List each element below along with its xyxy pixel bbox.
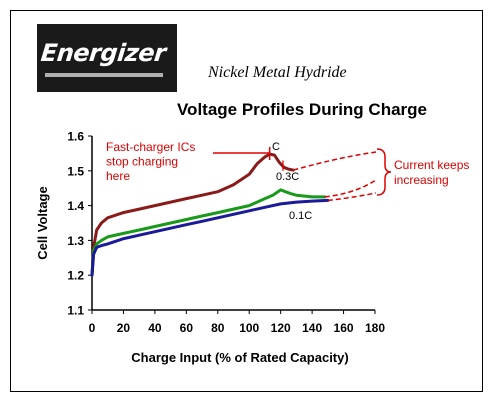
y-tick-label: 1.5 — [67, 164, 84, 178]
chemistry-label: Nickel Metal Hydride — [208, 64, 347, 81]
axes — [91, 136, 375, 311]
data-point — [91, 274, 93, 276]
data-point — [280, 189, 282, 191]
data-point — [96, 246, 98, 248]
data-point — [287, 168, 290, 170]
annotation-current-line: Current keeps — [394, 158, 469, 172]
data-point — [107, 243, 109, 245]
data-point — [278, 161, 280, 163]
data-point — [256, 163, 258, 165]
data-point — [232, 208, 235, 210]
series-line-0_3C — [90, 188, 327, 277]
data-point — [217, 191, 219, 193]
data-point — [311, 200, 313, 202]
data-point — [232, 184, 235, 186]
data-point — [100, 222, 102, 224]
x-tick-label: 120 — [271, 321, 291, 335]
x-tick-label: 160 — [334, 321, 354, 335]
data-point — [107, 236, 109, 238]
data-point — [122, 238, 124, 240]
data-point — [122, 232, 124, 234]
x-tick-label: 180 — [365, 321, 385, 335]
x-tick-label: 0 — [89, 321, 96, 335]
data-point — [138, 208, 140, 210]
data-point — [185, 224, 187, 226]
data-point — [201, 215, 203, 217]
y-axis-label: Cell Voltage — [35, 186, 50, 259]
x-tick-label: 20 — [117, 321, 131, 335]
data-point — [185, 218, 187, 221]
data-point — [201, 220, 203, 222]
data-point — [122, 212, 124, 214]
data-point — [96, 229, 98, 231]
data-point — [154, 225, 156, 228]
data-point — [264, 198, 266, 200]
x-axis-label: Charge Input (% of Rated Capacity) — [131, 350, 348, 365]
logo-stripe — [45, 73, 163, 77]
data-point — [154, 231, 156, 233]
annotation-fast-charger-line: here — [106, 169, 130, 183]
x-tick-label: 40 — [148, 321, 162, 335]
y-tick-label: 1.2 — [67, 269, 84, 283]
curve-label-0_1C: 0.1C — [289, 210, 312, 222]
data-point — [248, 173, 250, 175]
data-point — [232, 213, 235, 215]
data-point — [93, 253, 95, 255]
y-tick-label: 1.4 — [67, 199, 84, 213]
data-point — [185, 198, 187, 200]
data-point — [248, 210, 250, 212]
data-point — [295, 201, 297, 203]
y-tick-label: 1.3 — [67, 234, 84, 248]
data-point — [217, 212, 219, 214]
data-point — [248, 205, 250, 207]
data-point — [170, 201, 172, 203]
x-tick-label: 80 — [211, 321, 225, 335]
curve-label-0_3C: 0.3C — [276, 171, 299, 183]
curve-label-C: C — [272, 141, 280, 153]
data-point — [264, 206, 266, 208]
data-point — [154, 205, 156, 207]
data-point — [201, 194, 203, 196]
data-point — [100, 239, 102, 241]
series-line-C — [90, 152, 295, 277]
brace — [376, 148, 392, 196]
data-point — [100, 245, 102, 247]
extrapolation-dash — [324, 179, 377, 198]
x-tick-label: 100 — [239, 321, 259, 335]
data-point — [280, 203, 282, 205]
annotation-fast-charger-line: Fast-charger ICs — [106, 140, 195, 154]
data-point — [96, 243, 98, 245]
data-point — [295, 194, 297, 196]
x-tick-label: 60 — [180, 321, 194, 335]
x-tick-label: 140 — [302, 321, 322, 335]
annotation-fast-charger-line: stop charging — [106, 155, 178, 169]
data-point — [311, 196, 313, 198]
data-point — [289, 192, 291, 194]
data-point — [284, 191, 286, 193]
data-point — [170, 222, 172, 224]
extrapolation-dash — [293, 151, 377, 171]
annotation-current-line: increasing — [394, 173, 449, 187]
y-ticks: 1.1 1.2 1.3 1.4 1.5 1.6 — [67, 130, 92, 318]
y-tick-label: 1.1 — [67, 304, 84, 318]
data-point — [170, 227, 172, 229]
data-point — [273, 154, 275, 156]
data-point — [107, 217, 109, 219]
energizer-logo: Energizer — [37, 24, 177, 92]
x-ticks: 0 20 40 60 80 100 120 140 160 180 — [89, 310, 385, 335]
data-point — [217, 217, 219, 219]
extrapolation-dash — [327, 192, 377, 202]
data-point — [264, 156, 266, 158]
y-tick-label: 1.6 — [67, 130, 84, 144]
data-point — [138, 229, 140, 231]
chart-title: Voltage Profiles During Charge — [176, 100, 427, 119]
data-point — [138, 234, 140, 236]
series-group — [90, 152, 330, 277]
data-point — [272, 194, 274, 196]
